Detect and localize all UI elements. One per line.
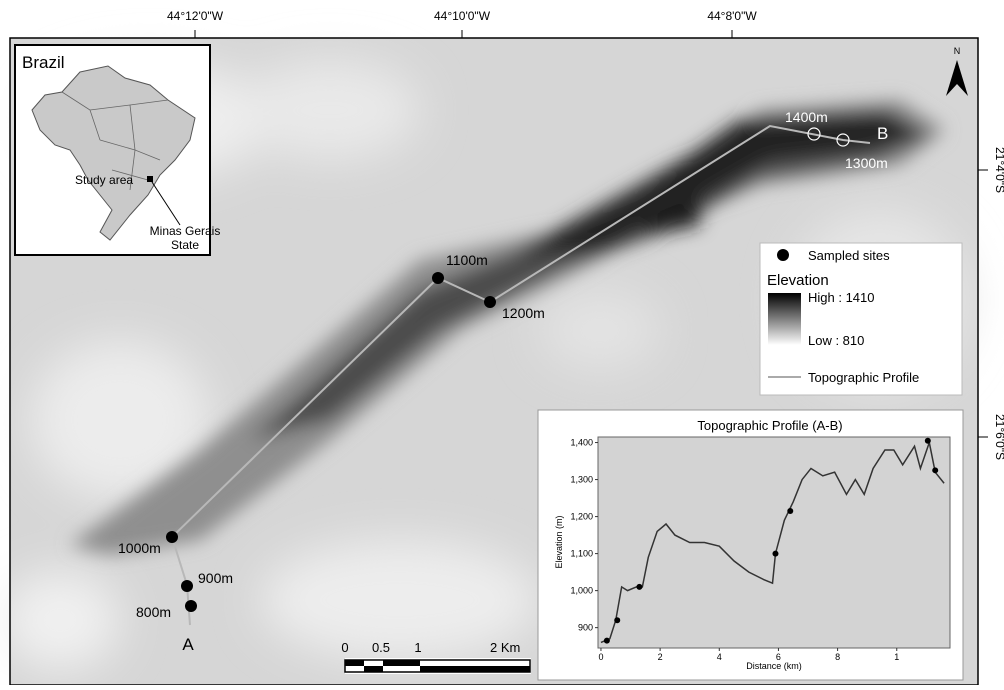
site-label: 800m <box>136 604 171 620</box>
y-tick-label: 1,400 <box>570 438 593 448</box>
lon-label: 44°8'0"W <box>707 9 757 23</box>
site-marker <box>166 531 178 543</box>
x-tick-label: 4 <box>717 652 722 662</box>
endpoint-label: A <box>182 635 194 654</box>
scale-label: 0.5 <box>372 640 390 655</box>
scale-label: 0 <box>341 640 348 655</box>
y-axis-label: Elevation (m) <box>554 515 564 568</box>
sampled-site-point <box>614 617 620 623</box>
y-tick-label: 1,300 <box>570 475 593 485</box>
site-marker <box>181 580 193 592</box>
study-area-marker <box>147 176 153 182</box>
site-label: 900m <box>198 570 233 586</box>
legend: Sampled sites Elevation High : 1410 Low … <box>760 243 962 395</box>
legend-site-symbol <box>777 249 789 261</box>
y-tick-label: 900 <box>578 623 593 633</box>
legend-label: Topographic Profile <box>808 370 919 385</box>
lat-label: 21°6'0"S <box>993 414 1004 460</box>
x-tick-label: 6 <box>776 652 781 662</box>
scale-label: 1 <box>414 640 421 655</box>
brazil-inset: Brazil Study area Minas Gerais State <box>15 45 220 255</box>
state-label: State <box>171 238 199 252</box>
sampled-site-point <box>636 584 642 590</box>
sampled-site-point <box>772 551 778 557</box>
site-label: 1300m <box>845 155 888 171</box>
lon-label: 44°10'0"W <box>434 9 491 23</box>
legend-label: High : 1410 <box>808 290 875 305</box>
site-marker <box>432 272 444 284</box>
lon-label: 44°12'0"W <box>167 9 224 23</box>
x-tick-label: 1 <box>894 652 899 662</box>
site-label: 1200m <box>502 305 545 321</box>
profile-chart: Topographic Profile (A-B) Elevation (m) … <box>538 410 963 680</box>
site-label: 1000m <box>118 540 161 556</box>
elevation-ramp <box>768 293 801 345</box>
site-marker <box>484 296 496 308</box>
site-label: 1400m <box>785 109 828 125</box>
chart-title: Topographic Profile (A-B) <box>697 418 842 433</box>
legend-label: Sampled sites <box>808 248 890 263</box>
sampled-site-point <box>932 467 938 473</box>
study-area-label: Study area <box>75 173 133 187</box>
x-tick-label: 0 <box>598 652 603 662</box>
map-figure: 44°12'0"W 44°10'0"W 44°8'0"W 21°4'0"S 21… <box>0 0 1004 685</box>
site-marker <box>185 600 197 612</box>
state-label: Minas Gerais <box>150 224 221 238</box>
sampled-site-point <box>604 638 610 644</box>
y-tick-label: 1,100 <box>570 549 593 559</box>
site-label: 1100m <box>446 252 488 268</box>
x-tick-label: 2 <box>658 652 663 662</box>
y-tick-label: 1,000 <box>570 586 593 596</box>
plot-area <box>598 437 950 648</box>
x-axis-label: Distance (km) <box>746 661 802 671</box>
scale-label: 2 Km <box>490 640 520 655</box>
legend-label: Low : 810 <box>808 333 864 348</box>
y-tick-label: 1,200 <box>570 512 593 522</box>
lat-label: 21°4'0"S <box>993 147 1004 193</box>
sampled-site-point <box>787 508 793 514</box>
inset-title: Brazil <box>22 53 65 72</box>
north-label: N <box>954 46 961 56</box>
endpoint-label: B <box>877 124 888 143</box>
sampled-site-point <box>925 438 931 444</box>
legend-heading: Elevation <box>767 272 829 289</box>
x-tick-label: 8 <box>835 652 840 662</box>
